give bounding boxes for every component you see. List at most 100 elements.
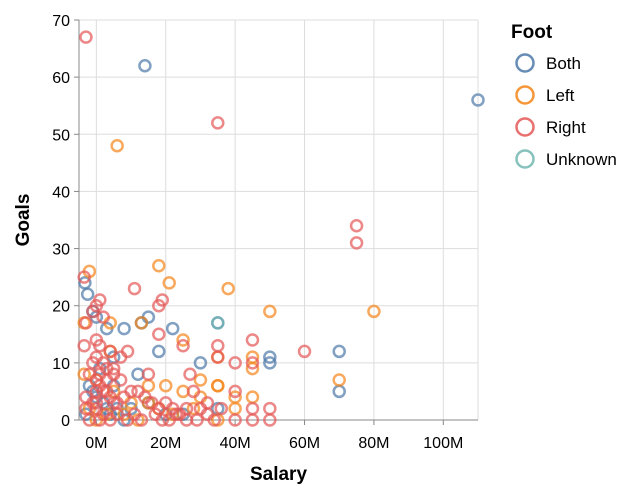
- y-tick-label: 70: [52, 13, 70, 30]
- point-right: [120, 344, 135, 359]
- point-left: [211, 378, 225, 393]
- y-tick-label: 10: [52, 356, 70, 373]
- x-tick-label: 0M: [85, 435, 107, 452]
- y-tick-label: 40: [52, 184, 70, 201]
- y-axis-title: Goals: [13, 194, 34, 247]
- point-right: [211, 116, 225, 130]
- point-right: [124, 384, 138, 399]
- point-right: [211, 350, 225, 364]
- legend-label-both: Both: [546, 54, 581, 73]
- point-right: [103, 344, 117, 359]
- point-both: [165, 321, 180, 336]
- point-right: [89, 396, 104, 410]
- point-left: [176, 333, 190, 347]
- point-unknown: [211, 316, 225, 330]
- y-tick-label: 60: [52, 70, 70, 87]
- point-right: [349, 236, 364, 250]
- point-right: [110, 407, 124, 422]
- point-right: [169, 407, 183, 422]
- point-right: [245, 401, 260, 416]
- point-left: [186, 401, 201, 416]
- point-both: [193, 356, 208, 370]
- point-right: [297, 344, 312, 359]
- point-right: [245, 333, 260, 347]
- legend-label-right: Right: [546, 118, 586, 137]
- point-right: [77, 270, 91, 284]
- legend-symbol-unknown: [515, 149, 535, 169]
- point-right: [263, 413, 277, 427]
- x-axis-title: Salary: [250, 464, 307, 485]
- x-tick-label: 60M: [289, 435, 320, 452]
- point-left: [141, 378, 156, 393]
- point-both: [117, 321, 131, 336]
- point-both: [138, 58, 152, 73]
- point-right: [93, 338, 107, 353]
- point-right: [152, 327, 166, 342]
- point-right: [134, 413, 149, 427]
- point-left: [134, 316, 149, 330]
- point-right: [141, 367, 156, 382]
- legend: Foot Both Left Right Unknown: [511, 22, 617, 169]
- point-both: [263, 356, 277, 370]
- point-left: [152, 258, 166, 273]
- point-right: [207, 413, 222, 427]
- point-right: [79, 316, 93, 330]
- points-layer: [77, 30, 485, 427]
- point-both: [332, 344, 346, 359]
- point-left: [158, 378, 173, 393]
- y-tick-label: 30: [52, 242, 70, 259]
- point-right: [106, 361, 121, 376]
- point-right: [79, 30, 93, 44]
- legend-symbol-right: [515, 117, 535, 137]
- legend-title: Foot: [511, 22, 553, 43]
- point-right: [96, 310, 111, 324]
- point-right: [263, 401, 277, 416]
- point-left: [332, 373, 346, 387]
- x-tick-label: 80M: [358, 435, 389, 452]
- point-left: [245, 361, 260, 376]
- legend-symbol-left: [515, 85, 535, 105]
- point-right: [186, 384, 201, 399]
- point-right: [93, 367, 107, 382]
- point-left: [193, 373, 208, 387]
- point-right: [176, 338, 190, 353]
- legend-label-left: Left: [546, 86, 575, 105]
- point-right: [113, 373, 128, 387]
- point-left: [162, 276, 176, 290]
- x-tick-label: 40M: [220, 435, 251, 452]
- point-both: [263, 350, 277, 364]
- point-right: [228, 356, 242, 370]
- point-right: [127, 281, 142, 296]
- point-right: [211, 338, 225, 353]
- point-right: [190, 413, 204, 427]
- grid-layer: [79, 19, 479, 421]
- point-both: [152, 344, 166, 359]
- x-tick-label: 20M: [150, 435, 181, 452]
- point-both: [332, 384, 346, 399]
- point-left: [110, 138, 124, 153]
- point-both: [80, 287, 95, 302]
- point-right: [228, 384, 242, 399]
- y-tick-label: 0: [61, 413, 70, 430]
- point-right: [245, 413, 260, 427]
- point-right: [183, 367, 197, 382]
- point-right: [214, 401, 229, 416]
- point-both: [471, 93, 485, 107]
- point-right: [86, 304, 100, 319]
- point-left: [77, 367, 91, 382]
- point-left: [221, 281, 235, 296]
- point-right: [77, 338, 91, 353]
- point-right: [349, 218, 364, 233]
- y-tick-label: 20: [52, 299, 70, 316]
- y-tick-label: 50: [52, 127, 70, 144]
- point-left: [245, 390, 260, 404]
- point-left: [263, 304, 277, 319]
- legend-label-unknown: Unknown: [546, 150, 617, 169]
- point-left: [367, 304, 381, 319]
- point-right: [228, 413, 242, 427]
- legend-symbol-both: [515, 53, 535, 73]
- axis-layer: Salary Goals 0 10 20 30 40 50 60 70 0M 20M 40M 60M 8…: [13, 13, 478, 485]
- point-right: [245, 356, 260, 370]
